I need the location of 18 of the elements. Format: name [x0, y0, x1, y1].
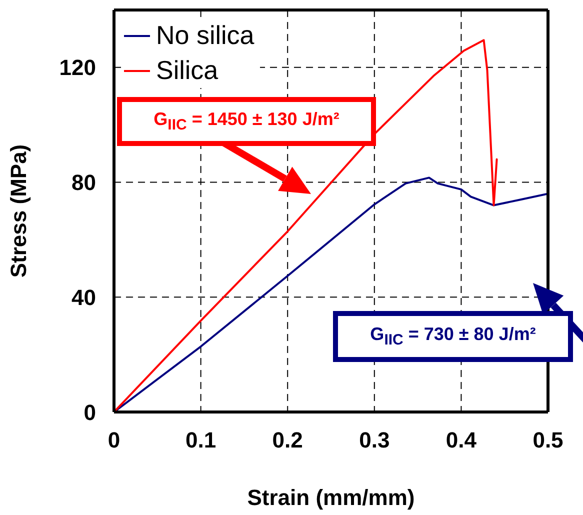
- x-tick-label: 0.5: [532, 428, 564, 453]
- y-tick-label: 0: [84, 400, 96, 425]
- legend-label: Silica: [156, 54, 218, 87]
- x-tick-label: 0.2: [272, 428, 303, 453]
- x-tick-label: 0.3: [359, 428, 390, 453]
- x-tick-label: 0.1: [186, 428, 216, 453]
- x-tick-label: 0.4: [446, 428, 478, 453]
- y-axis-title: Stress (MPa): [6, 144, 31, 278]
- y-tick-label: 120: [59, 55, 96, 80]
- y-tick-label: 80: [72, 170, 96, 196]
- callout-box: G$_{IIC}$ = 1450 ± 130 J/m²: [117, 97, 376, 146]
- annotation: G$_{IIC}$ = 730 ± 80 J/m²: [370, 324, 536, 349]
- y-tick-label: 40: [72, 284, 96, 310]
- annotation: G$_{IIC}$ = 1450 ± 130 J/m²: [154, 109, 340, 134]
- legend-label: No silica: [156, 19, 254, 52]
- callout-box: G$_{IIC}$ = 730 ± 80 J/m²: [333, 311, 573, 362]
- x-tick-label: 0: [108, 428, 120, 453]
- x-axis-title: Strain (mm/mm): [247, 485, 415, 510]
